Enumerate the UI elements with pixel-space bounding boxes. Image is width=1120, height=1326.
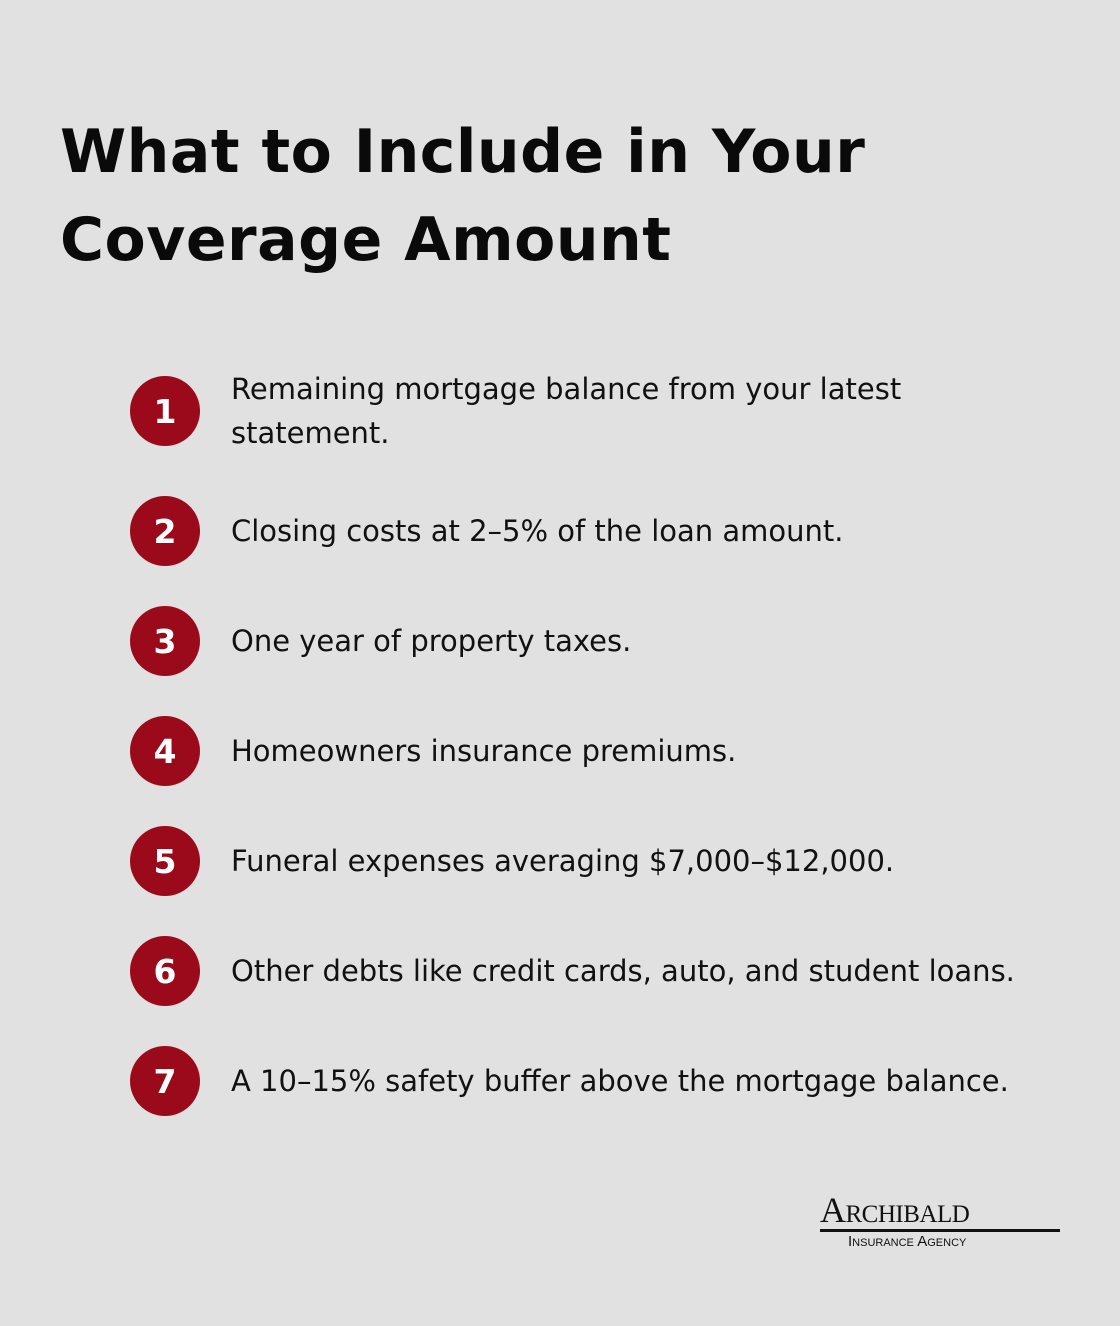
step-number-badge: 7 (130, 1046, 200, 1116)
list-item-text: Remaining mortgage balance from your lat… (231, 372, 902, 450)
logo-rule (820, 1229, 1060, 1232)
list-item: 1 Remaining mortgage balance from your l… (130, 372, 1090, 450)
page-title: What to Include in Your Coverage Amount (60, 117, 866, 275)
list-item: 2 Closing costs at 2–5% of the loan amou… (130, 496, 1090, 566)
list-item-text: One year of property taxes. (231, 624, 632, 658)
list-item: 4 Homeowners insurance premiums. (130, 716, 1090, 786)
list-item: 7 A 10–15% safety buffer above the mortg… (130, 1046, 1090, 1116)
step-number-badge: 3 (130, 606, 200, 676)
step-number-badge: 4 (130, 716, 200, 786)
step-number-badge: 2 (130, 496, 200, 566)
logo-name: Archibald (820, 1190, 970, 1230)
list-item: 5 Funeral expenses averaging $7,000–$12,… (130, 826, 1090, 896)
step-number-badge: 5 (130, 826, 200, 896)
step-number-badge: 6 (130, 936, 200, 1006)
list-item: 3 One year of property taxes. (130, 606, 1090, 676)
step-number-badge: 1 (130, 376, 200, 446)
archibald-logo: Archibald Insurance Agency (820, 1190, 1060, 1252)
list-item-text: Funeral expenses averaging $7,000–$12,00… (231, 844, 895, 878)
logo-tagline: Insurance Agency (848, 1233, 967, 1250)
list-item-text: Closing costs at 2–5% of the loan amount… (231, 514, 844, 548)
list-item: 6 Other debts like credit cards, auto, a… (130, 936, 1090, 1006)
list-item-text: A 10–15% safety buffer above the mortgag… (231, 1064, 1009, 1098)
list-item-text: Other debts like credit cards, auto, and… (231, 954, 1015, 988)
list-item-text: Homeowners insurance premiums. (231, 734, 737, 768)
